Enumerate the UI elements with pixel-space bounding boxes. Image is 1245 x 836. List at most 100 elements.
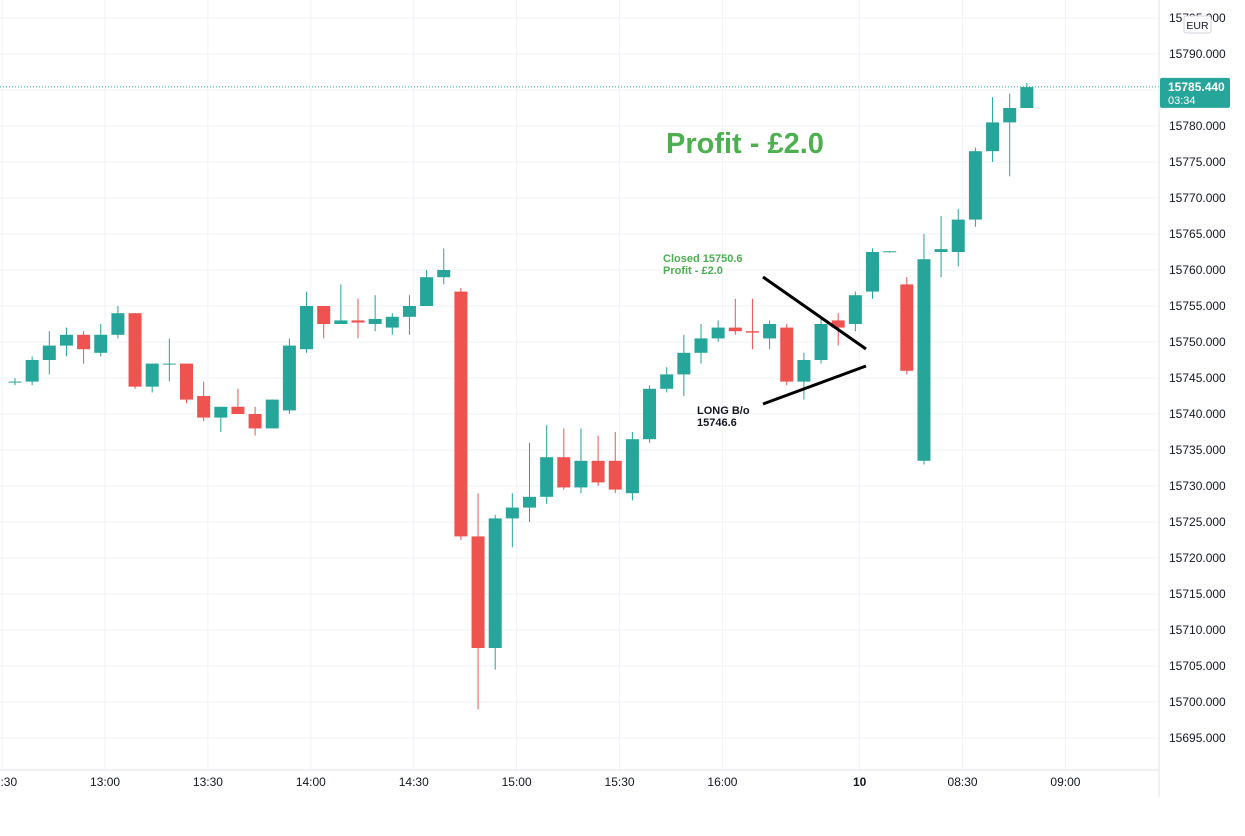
candle <box>8 378 22 386</box>
candle <box>917 234 931 465</box>
candle <box>814 316 828 364</box>
candle-body <box>77 334 91 350</box>
candle <box>94 324 108 357</box>
candle <box>111 306 125 339</box>
time-tick-label: 14:00 <box>296 775 326 789</box>
entry-trend-line[interactable] <box>762 364 867 406</box>
price-axis[interactable]: 12:30 13:00 13:30 14:00 14:30 15:00 15:30 16:00… <box>0 0 1230 797</box>
candle <box>42 331 56 375</box>
candle-body <box>59 334 73 346</box>
price-tick-label: 15730.000 <box>1169 479 1226 493</box>
candle-body <box>797 360 811 382</box>
candle <box>780 324 794 386</box>
closed-trend-line[interactable] <box>762 275 867 351</box>
candle <box>505 493 519 548</box>
price-tick-label: 15720.000 <box>1169 551 1226 565</box>
time-tick-label: 09:00 <box>1050 775 1080 789</box>
candle <box>197 381 211 422</box>
candle <box>523 442 536 522</box>
candle <box>968 147 982 227</box>
candle-body <box>94 334 108 353</box>
candle-body <box>214 406 228 418</box>
candle-body <box>540 457 554 497</box>
candle-body <box>282 345 296 411</box>
candle-body <box>402 306 416 317</box>
candle-body <box>660 374 674 389</box>
candle <box>934 216 948 278</box>
price-tick-label: 15740.000 <box>1169 407 1226 421</box>
candle <box>471 493 485 710</box>
trend-line-drawings[interactable] <box>762 275 867 406</box>
time-tick-label: 13:00 <box>90 775 120 789</box>
candle-body <box>763 324 777 339</box>
candle <box>625 432 639 501</box>
candle <box>745 298 759 350</box>
candle <box>1003 93 1017 177</box>
candle-body <box>300 306 314 350</box>
candle <box>368 295 382 332</box>
candle-body <box>471 536 485 648</box>
candle-body <box>437 270 451 278</box>
candle-body <box>591 460 605 483</box>
candle <box>77 331 91 364</box>
candle <box>728 298 742 335</box>
price-tick-label: 15695.000 <box>1169 731 1226 745</box>
last-price-marker: 15785.440 03:34 <box>1160 77 1230 108</box>
candle-body <box>488 518 502 648</box>
candle-body <box>128 313 142 387</box>
candle <box>660 367 674 393</box>
candle-body <box>1020 87 1034 108</box>
profit-headline: Profit - £2.0 <box>666 128 824 160</box>
candle-body <box>711 327 725 339</box>
time-axis-ticks[interactable]: 12:30 13:00 13:30 14:00 14:30 15:00 15:30 16:00… <box>0 775 1081 789</box>
candle-body <box>180 363 193 400</box>
candle-body <box>866 252 879 292</box>
candle <box>797 352 811 400</box>
price-tick-label: 15725.000 <box>1169 515 1226 529</box>
price-tick-label: 15710.000 <box>1169 623 1226 637</box>
candle-body <box>420 277 434 306</box>
time-tick-label: 08:30 <box>948 775 978 789</box>
candle <box>402 295 416 335</box>
candle-body <box>608 460 622 490</box>
time-tick-label: 14:30 <box>399 775 429 789</box>
currency-badge-box <box>1183 15 1212 34</box>
candle <box>866 248 879 299</box>
candle-body <box>351 320 365 323</box>
price-tick-label: 15745.000 <box>1169 371 1226 385</box>
price-tick-label: 15780.000 <box>1169 119 1226 133</box>
price-tick-label: 15775.000 <box>1169 155 1226 169</box>
candle-body <box>728 327 742 332</box>
grid-lines <box>0 0 1159 770</box>
candle <box>591 435 605 486</box>
candle-body <box>42 345 56 360</box>
time-tick-label: 12:30 <box>0 775 17 789</box>
candle <box>385 313 399 335</box>
price-tick-label: 15765.000 <box>1169 227 1226 241</box>
candle-body <box>1003 108 1017 123</box>
candle-body <box>883 251 897 253</box>
candle <box>677 334 691 396</box>
candle-body <box>248 414 262 429</box>
candle-body <box>523 496 536 508</box>
candle <box>643 385 657 443</box>
price-tick-label: 15755.000 <box>1169 299 1226 313</box>
candle <box>334 284 348 324</box>
price-axis-ticks: 15790.00015785.00015780.00015775.0001577… <box>1169 11 1226 745</box>
candle <box>282 338 296 414</box>
last-price-value: 15785.440 <box>1168 80 1225 94</box>
candle <box>317 306 331 339</box>
currency-label: EUR <box>1186 20 1209 32</box>
candle <box>420 270 434 306</box>
price-tick-label: 15750.000 <box>1169 335 1226 349</box>
candle <box>128 313 142 389</box>
price-tick-label: 15735.000 <box>1169 443 1226 457</box>
text-annotations: Profit - £2.0 Closed 15750.6 Profit - £2… <box>663 128 824 429</box>
candle-body <box>934 249 948 252</box>
candle-body <box>162 363 176 365</box>
candle-body <box>831 320 845 328</box>
closed-annotation-line1: Closed 15750.6 <box>663 253 743 265</box>
currency-badge[interactable]: EUR <box>1183 15 1212 34</box>
